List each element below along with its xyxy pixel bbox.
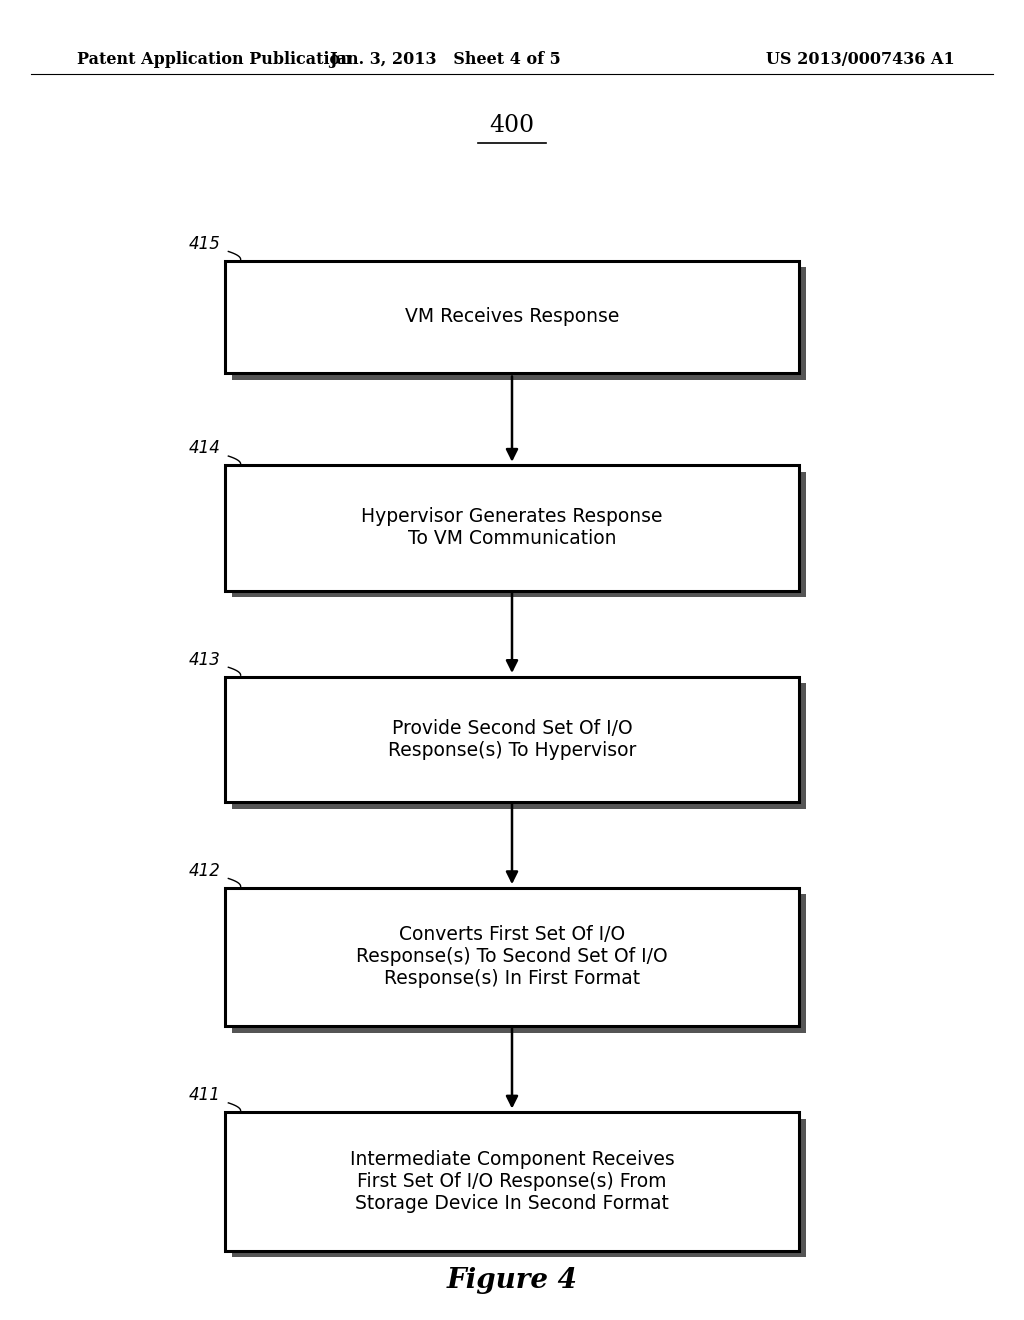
Bar [232, 1119, 806, 1257]
Text: 400: 400 [489, 114, 535, 137]
Text: Hypervisor Generates Response
To VM Communication: Hypervisor Generates Response To VM Comm… [361, 507, 663, 549]
Bar [232, 473, 806, 597]
Text: Figure 4: Figure 4 [446, 1267, 578, 1294]
Bar [225, 466, 799, 591]
Bar [225, 261, 799, 372]
Text: 412: 412 [188, 862, 220, 879]
Text: VM Receives Response: VM Receives Response [404, 308, 620, 326]
Text: 414: 414 [188, 440, 220, 458]
Text: 413: 413 [188, 651, 220, 668]
Bar [225, 887, 799, 1027]
Text: Jan. 3, 2013   Sheet 4 of 5: Jan. 3, 2013 Sheet 4 of 5 [330, 51, 561, 67]
Text: 411: 411 [188, 1086, 220, 1104]
Text: Converts First Set Of I/O
Response(s) To Second Set Of I/O
Response(s) In First : Converts First Set Of I/O Response(s) To… [356, 925, 668, 989]
Bar [232, 682, 806, 808]
Bar [232, 895, 806, 1032]
Bar [225, 1111, 799, 1251]
Text: US 2013/0007436 A1: US 2013/0007436 A1 [766, 51, 954, 67]
Bar [225, 676, 799, 801]
Text: 415: 415 [188, 235, 220, 253]
Text: Intermediate Component Receives
First Set Of I/O Response(s) From
Storage Device: Intermediate Component Receives First Se… [349, 1150, 675, 1213]
Text: Provide Second Set Of I/O
Response(s) To Hypervisor: Provide Second Set Of I/O Response(s) To… [388, 718, 636, 760]
Text: Patent Application Publication: Patent Application Publication [77, 51, 351, 67]
Bar [232, 267, 806, 380]
